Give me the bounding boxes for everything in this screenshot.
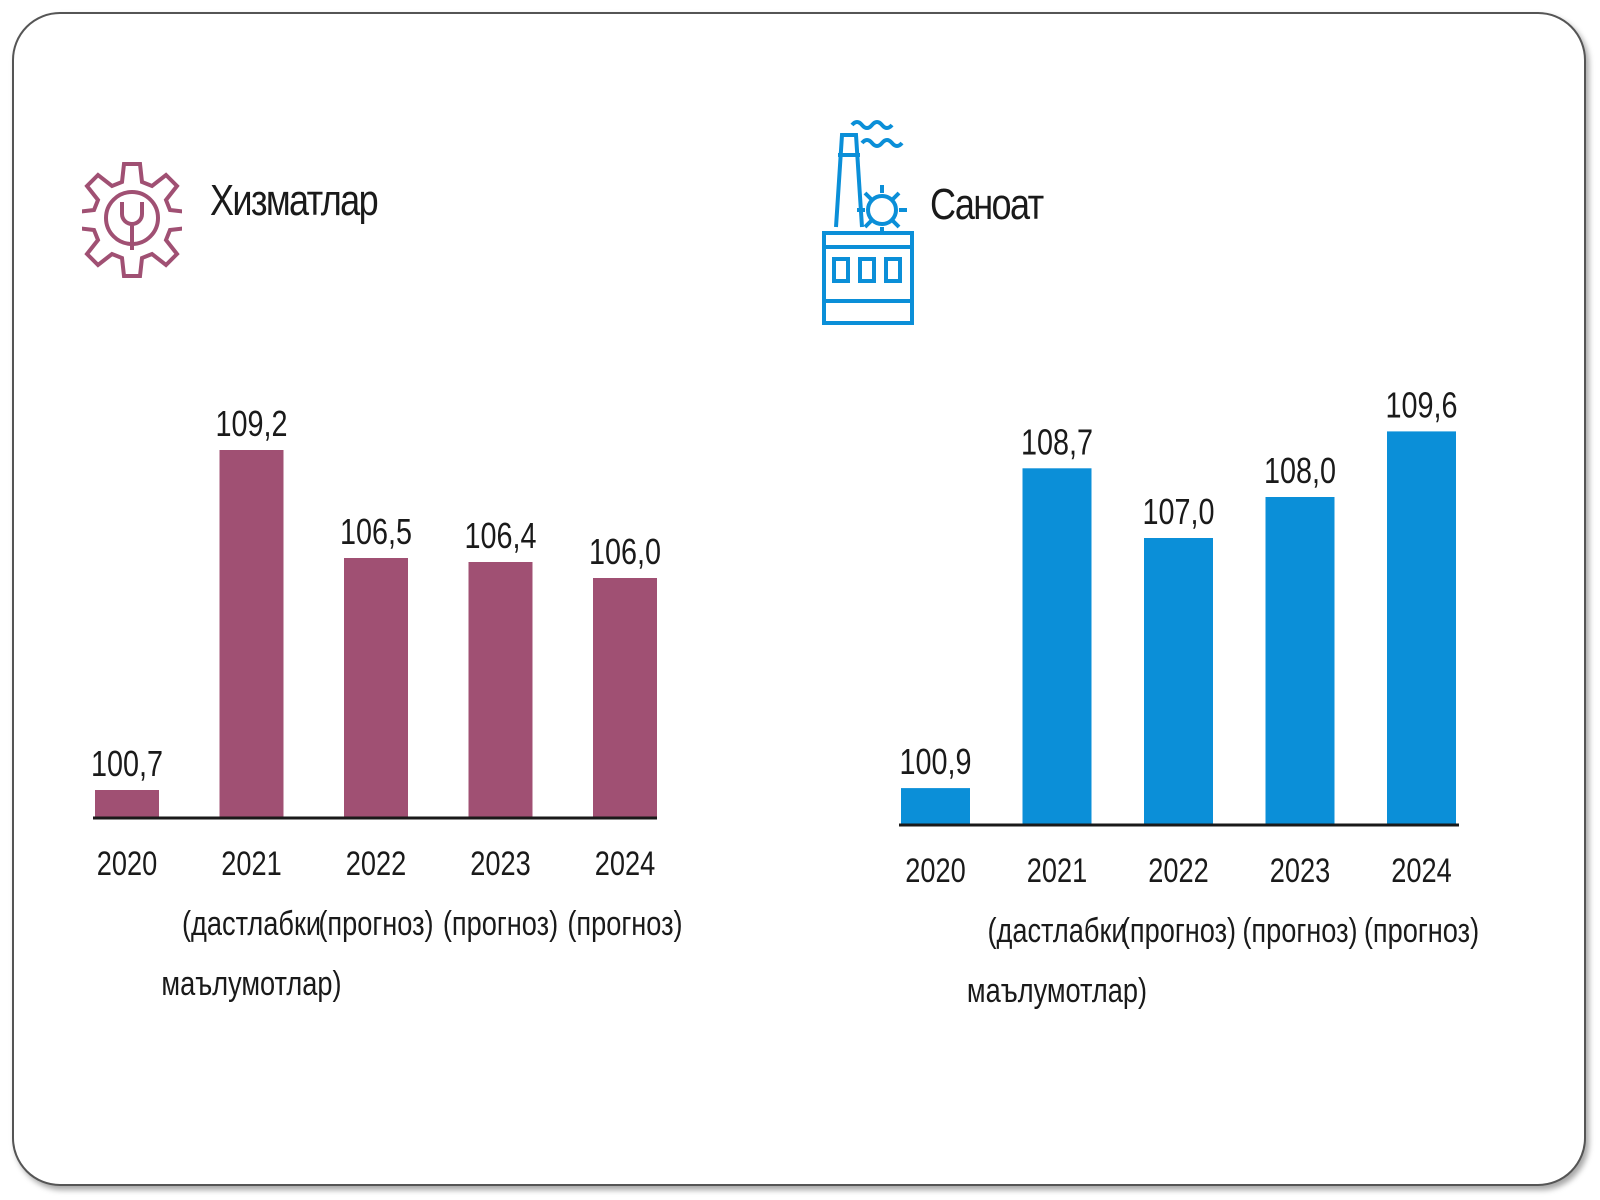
industry-title: Саноат [930,180,1044,229]
data-label: 108,0 [1264,450,1336,491]
bar [95,790,159,818]
tick-label: 2021 [1027,851,1087,890]
data-label: 100,9 [899,741,971,782]
data-label: 108,7 [1021,421,1093,462]
bar [219,450,284,818]
tick-label: (прогноз) [1364,911,1479,950]
bar [468,562,533,818]
data-label: 100,7 [91,743,163,784]
tick-label: (дастлабки [987,911,1126,950]
tick-label: 2022 [1148,851,1208,890]
gear-wrench-icon [74,118,190,323]
bar [593,578,657,818]
data-label: 109,2 [215,403,287,444]
tick-label: (прогноз) [318,904,433,943]
bar [901,788,970,825]
tick-label: 2024 [595,844,655,883]
tick-label: (прогноз) [567,904,682,943]
data-label: 106,4 [464,515,536,556]
tick-label: маълумотлар) [967,971,1147,1010]
tick-label: 2024 [1391,851,1451,890]
bar [1022,468,1092,825]
bar [344,558,408,818]
data-label: 106,5 [340,511,412,552]
tick-label: 2020 [905,851,965,890]
bar [1144,538,1213,825]
tick-label: (прогноз) [1242,911,1357,950]
tick-label: (прогноз) [443,904,558,943]
tick-label: маълумотлар) [161,964,341,1003]
tick-label: (прогноз) [1121,911,1236,950]
tick-label: 2023 [1270,851,1330,890]
services-title: Хизматлар [210,176,379,225]
tick-label: (дастлабки [182,904,321,943]
tick-label: 2022 [346,844,406,883]
tick-label: 2023 [470,844,530,883]
factory-icon [822,115,917,330]
data-label: 106,0 [589,531,661,572]
data-label: 109,6 [1385,384,1457,425]
tick-label: 2020 [97,844,157,883]
data-label: 107,0 [1142,491,1214,532]
tick-label: 2021 [221,844,281,883]
bar [1387,431,1456,825]
bar [1265,497,1335,825]
